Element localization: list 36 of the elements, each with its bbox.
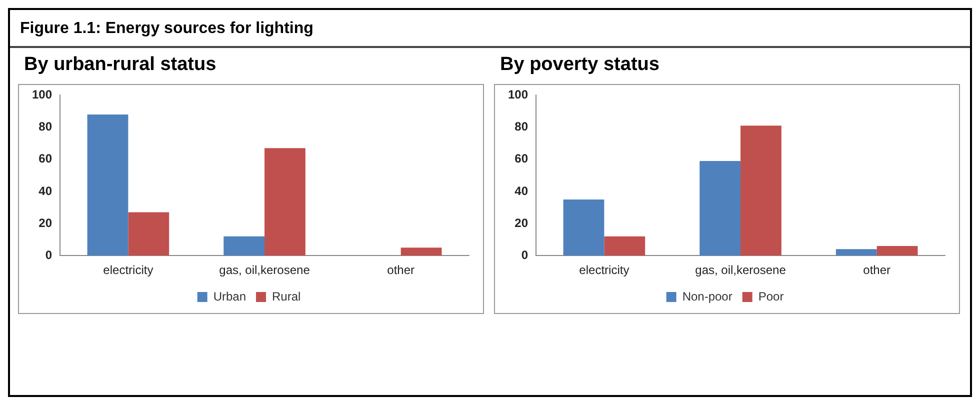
y-tick-label: 100 (508, 88, 528, 102)
bar (400, 248, 442, 256)
y-tick-label: 40 (38, 184, 52, 198)
x-tick-label: electricity (579, 263, 630, 278)
legend-label: Rural (272, 289, 301, 304)
bar (224, 236, 265, 256)
x-tick-label: electricity (103, 263, 154, 278)
x-tick-label: other (863, 263, 891, 278)
y-tick-label: 20 (514, 216, 528, 230)
legend-label: Non-poor (682, 289, 732, 304)
legend-label: Poor (758, 289, 784, 304)
y-tick-label: 100 (32, 88, 52, 102)
bar (563, 199, 604, 256)
bar (700, 160, 741, 256)
y-tick-label: 20 (38, 216, 52, 230)
chart-subtitle: By urban-rural status (23, 53, 218, 77)
y-tick-label: 40 (514, 184, 528, 198)
bar (264, 148, 306, 256)
bar (836, 249, 877, 256)
y-tick-label: 0 (45, 248, 52, 262)
bar (876, 246, 918, 256)
bar (740, 126, 782, 256)
x-tick-label: gas, oil,kerosene (219, 263, 310, 278)
x-tick-label: gas, oil,kerosene (695, 263, 786, 278)
bar (604, 236, 646, 256)
y-tick-label: 60 (38, 152, 52, 166)
chart-title: Figure 1.1: Energy sources for lighting (10, 10, 970, 48)
y-tick-label: 80 (514, 120, 528, 134)
bar (128, 212, 170, 256)
y-tick-label: 0 (521, 248, 528, 262)
x-tick-label: other (387, 263, 415, 278)
bar (87, 114, 128, 256)
chart-subtitle: By poverty status (499, 53, 660, 77)
y-tick-label: 60 (514, 152, 528, 166)
legend-label: Urban (213, 289, 246, 304)
y-tick-label: 80 (38, 120, 52, 134)
